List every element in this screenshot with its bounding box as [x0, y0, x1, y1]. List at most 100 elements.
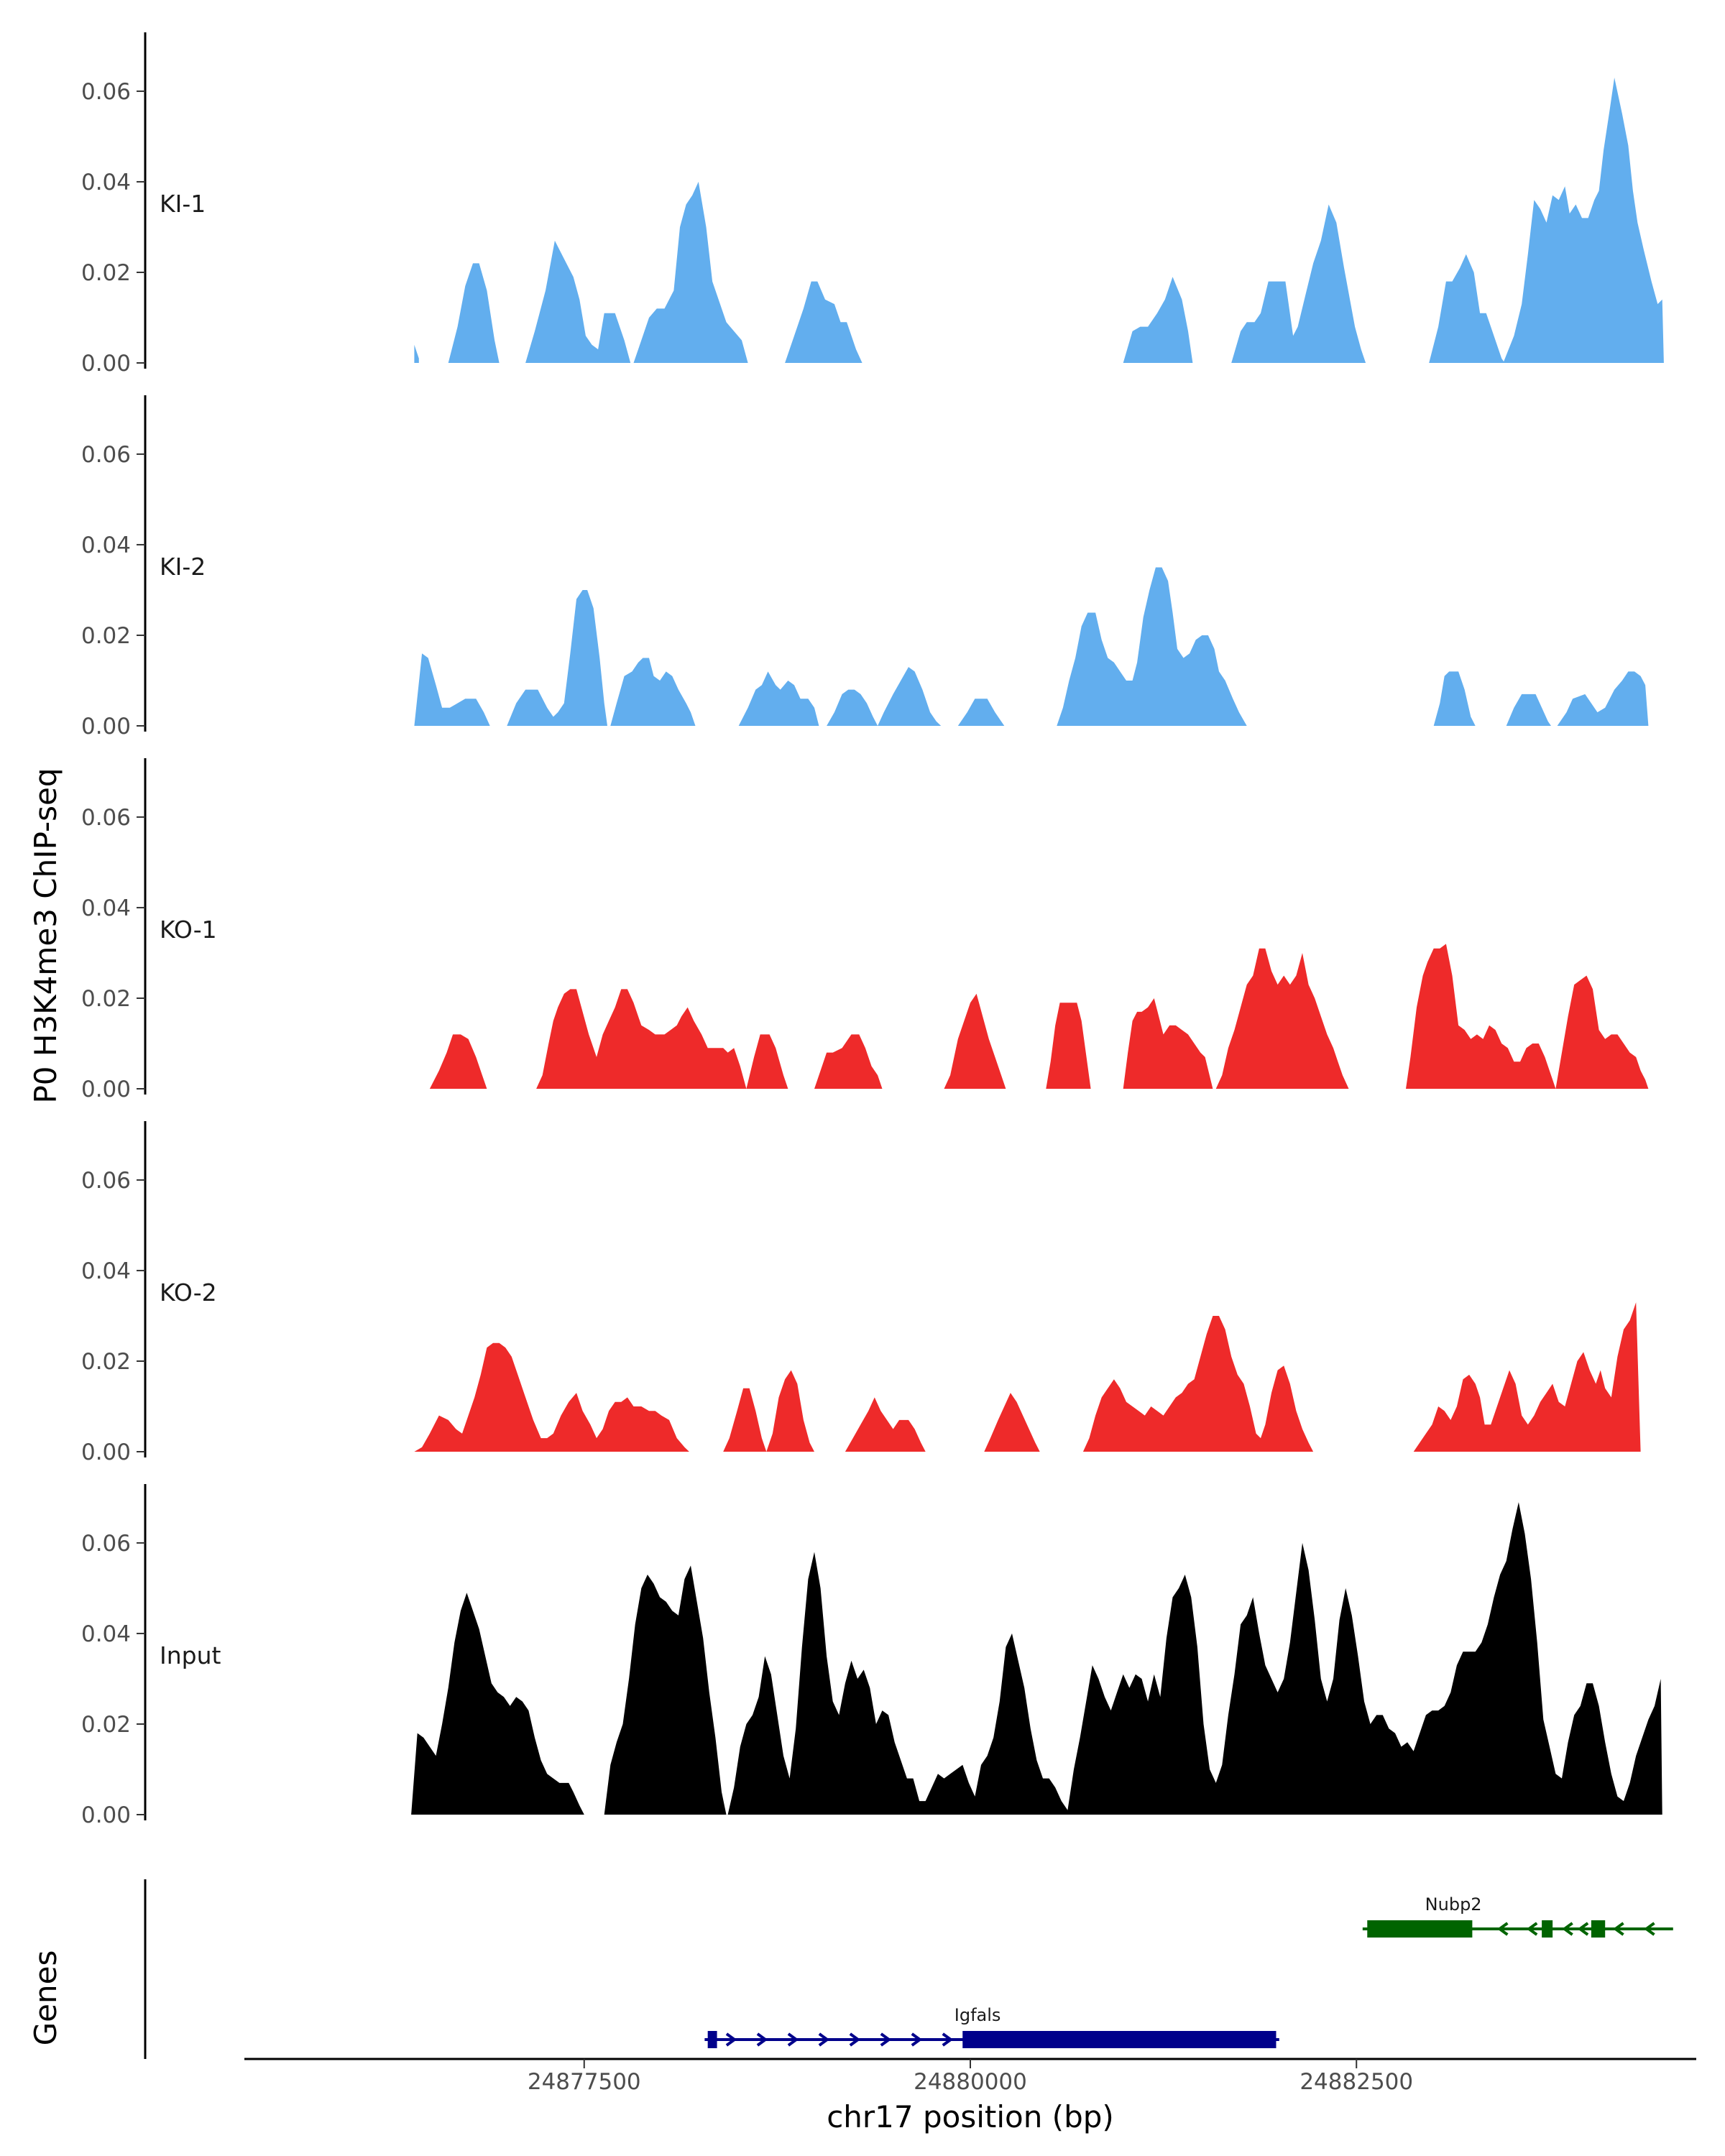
x-axis: 24877500 24880000 24882500 — [244, 2058, 1696, 2095]
signal-area — [1046, 1003, 1091, 1089]
y-tick-label: 0.00 — [81, 1802, 131, 1828]
y-tick-label: 0.02 — [81, 1712, 131, 1738]
gene-exon — [1542, 1920, 1553, 1938]
signal-area — [1506, 694, 1551, 726]
signal-area — [827, 689, 878, 726]
y-tick-label: 0.02 — [81, 986, 131, 1012]
signal-area — [1123, 998, 1213, 1089]
y-tick-label: 0.04 — [81, 1258, 131, 1284]
signal-area — [1413, 1302, 1641, 1452]
signal-area — [1429, 254, 1505, 363]
signal-area — [411, 1593, 584, 1815]
signal-area — [727, 1502, 1662, 1815]
signal-area — [525, 240, 631, 363]
strand-arrow — [1562, 1922, 1573, 1936]
y-tick-label: 0.00 — [81, 351, 131, 377]
y-tick-label: 0.06 — [81, 79, 131, 105]
strand-arrow — [725, 2032, 737, 2047]
gene-name-label: Nubp2 — [1425, 1894, 1482, 1915]
y-tick-label: 0.06 — [81, 805, 131, 831]
signal-area — [746, 1034, 788, 1089]
signal-area — [1123, 277, 1193, 363]
track-label: KI-2 — [160, 553, 206, 581]
signal-area — [1231, 204, 1366, 363]
strand-arrow — [1613, 1922, 1624, 1936]
gene-exon — [707, 2031, 717, 2048]
genes-track: Igfals Nubp2 — [144, 1879, 1673, 2059]
x-tick-label: 24882500 — [1300, 2069, 1413, 2095]
y-tick-label: 0.04 — [81, 1621, 131, 1647]
signal-area — [507, 590, 607, 726]
signal-area — [845, 1397, 926, 1452]
signal-area — [1057, 567, 1247, 726]
signal-area — [1503, 78, 1664, 363]
x-tick-label: 24880000 — [914, 2069, 1027, 2095]
signal-area — [1082, 1316, 1314, 1452]
y-tick-label: 0.06 — [81, 442, 131, 468]
strand-arrow — [818, 2032, 830, 2047]
y-tick-label: 0.02 — [81, 260, 131, 286]
y-tick-label: 0.00 — [81, 1439, 131, 1465]
signal-area — [957, 699, 1005, 726]
strand-arrow — [756, 2032, 768, 2047]
y-tick-label: 0.00 — [81, 1077, 131, 1102]
signal-area — [944, 993, 1006, 1089]
strand-arrow — [849, 2032, 861, 2047]
strand-arrow — [880, 2032, 892, 2047]
track-ko-2: 0.00 0.02 0.04 0.06 KO-2 — [81, 1121, 1641, 1465]
track-input: 0.00 0.02 0.04 0.06 Input — [81, 1484, 1662, 1828]
track-label: KO-2 — [160, 1279, 217, 1307]
strand-arrow — [911, 2032, 923, 2047]
strand-arrow — [1496, 1922, 1509, 1936]
y-tick-label: 0.02 — [81, 1349, 131, 1375]
strand-arrow — [1577, 1922, 1589, 1936]
signal-area — [1433, 671, 1476, 726]
gene-igfals: Igfals — [704, 2005, 1279, 2048]
signal-area — [785, 281, 862, 363]
signal-tracks: 0.00 0.02 0.04 0.06 KI-1 0.00 0.02 0.04 0.06 KI-2… — [81, 32, 1664, 1828]
signal-area — [414, 1342, 689, 1452]
y-tick-label: 0.06 — [81, 1168, 131, 1194]
signal-area — [878, 667, 942, 726]
signal-area — [429, 1034, 487, 1089]
gene-exon — [962, 2031, 1276, 2048]
y-tick-label: 0.04 — [81, 895, 131, 921]
signal-area — [1557, 671, 1649, 726]
y-tick-label: 0.00 — [81, 714, 131, 740]
strand-arrow — [1644, 1922, 1655, 1936]
signal-area — [610, 658, 696, 726]
track-ki-1: 0.00 0.02 0.04 0.06 KI-1 — [81, 32, 1664, 377]
track-ki-2: 0.00 0.02 0.04 0.06 KI-2 — [81, 395, 1649, 740]
gene-name-label: Igfals — [954, 2005, 1001, 2025]
signal-area — [1555, 975, 1649, 1089]
track-label: Input — [160, 1641, 221, 1669]
y-tick-label: 0.02 — [81, 623, 131, 649]
signal-area — [738, 671, 819, 726]
y-tick-label: 0.04 — [81, 533, 131, 558]
track-label: KO-1 — [160, 916, 217, 944]
signal-area — [984, 1393, 1040, 1452]
signal-area — [633, 181, 748, 363]
gene-nubp2: Nubp2 — [1362, 1894, 1673, 1938]
signal-area — [766, 1370, 814, 1452]
signal-area — [814, 1034, 883, 1089]
x-axis-title: chr17 position (bp) — [827, 2099, 1114, 2134]
track-ko-1: 0.00 0.02 0.04 0.06 KO-1 — [81, 758, 1649, 1102]
gene-exon — [1591, 1920, 1606, 1938]
x-tick-label: 24877500 — [528, 2069, 641, 2095]
y-tick-label: 0.06 — [81, 1531, 131, 1557]
y-axis-title: P0 H3K4me3 ChIP-seq — [28, 768, 63, 1103]
y-tick-label: 0.04 — [81, 170, 131, 195]
signal-area — [448, 263, 500, 363]
gene-exon — [1367, 1920, 1473, 1938]
strand-arrow — [1526, 1922, 1538, 1936]
signal-area — [604, 1565, 727, 1815]
signal-area — [414, 344, 419, 363]
signal-area — [1406, 944, 1556, 1089]
strand-arrow — [787, 2032, 799, 2047]
signal-area — [723, 1388, 767, 1452]
signal-area — [414, 653, 490, 726]
strand-arrow — [942, 2032, 954, 2047]
signal-area — [536, 989, 747, 1089]
